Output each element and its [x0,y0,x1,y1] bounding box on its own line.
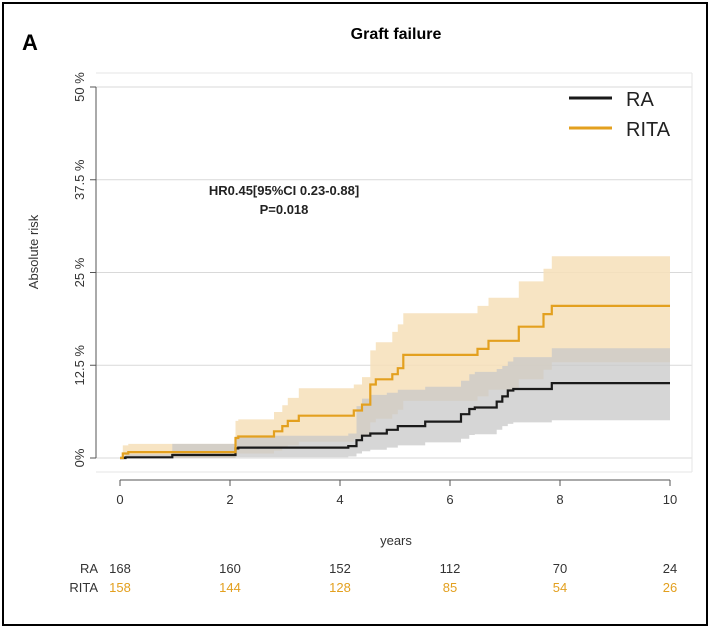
risk-value-ra-1: 160 [219,561,241,576]
x-tick-label-3: 6 [446,492,453,507]
figure-frame [2,2,708,626]
confidence-bands [120,256,670,458]
risk-value-ra-4: 70 [553,561,567,576]
risk-value-ra-0: 168 [109,561,131,576]
legend-label-rita: RITA [626,119,671,141]
axes: 0% 12.5 % 25 % 37.5 % 50 % 0 2 4 6 8 10 [72,72,693,507]
series-lines [120,304,670,460]
risk-row-label-ra: RA [80,561,98,576]
risk-value-ra-2: 152 [329,561,351,576]
y-tick-label-2: 25 % [72,257,87,287]
risk-value-rita-2: 128 [329,580,351,595]
risk-value-rita-4: 54 [553,580,567,595]
x-axis-label: years [380,533,412,548]
y-tick-label-0: 0% [72,448,87,467]
risk-value-rita-5: 26 [663,580,677,595]
y-tick-label-3: 37.5 % [72,159,87,200]
risk-value-rita-1: 144 [219,580,241,595]
x-tick-label-5: 10 [663,492,677,507]
legend: RA RITA [569,89,671,141]
y-tick-label-4: 50 % [72,72,87,102]
chart-title: Graft failure [351,26,442,43]
hazard-ratio-annotation: HR0.45[95%CI 0.23-0.88] [209,183,359,198]
risk-value-rita-3: 85 [443,580,457,595]
risk-row-label-rita: RITA [69,580,98,595]
risk-value-ra-5: 24 [663,561,677,576]
ci-band-ra [120,348,670,458]
legend-label-ra: RA [626,89,654,111]
x-tick-label-2: 4 [336,492,343,507]
x-tick-label-1: 2 [226,492,233,507]
km-curve-rita [120,304,670,460]
risk-value-ra-3: 112 [440,561,461,576]
x-tick-label-0: 0 [116,492,123,507]
x-tick-label-4: 8 [556,492,563,507]
risk-value-rita-0: 158 [109,580,131,595]
y-axis-label: Absolute risk [26,214,41,289]
panel-letter: A [22,30,38,55]
km-curve-ra [120,382,670,460]
y-tick-label-1: 12.5 % [72,345,87,386]
p-value-annotation: P=0.018 [260,202,309,217]
ci-band-rita [120,256,670,458]
number-at-risk-table: RA 168 160 152 112 70 24 RITA 158 144 128 85 54 26 [69,561,677,595]
